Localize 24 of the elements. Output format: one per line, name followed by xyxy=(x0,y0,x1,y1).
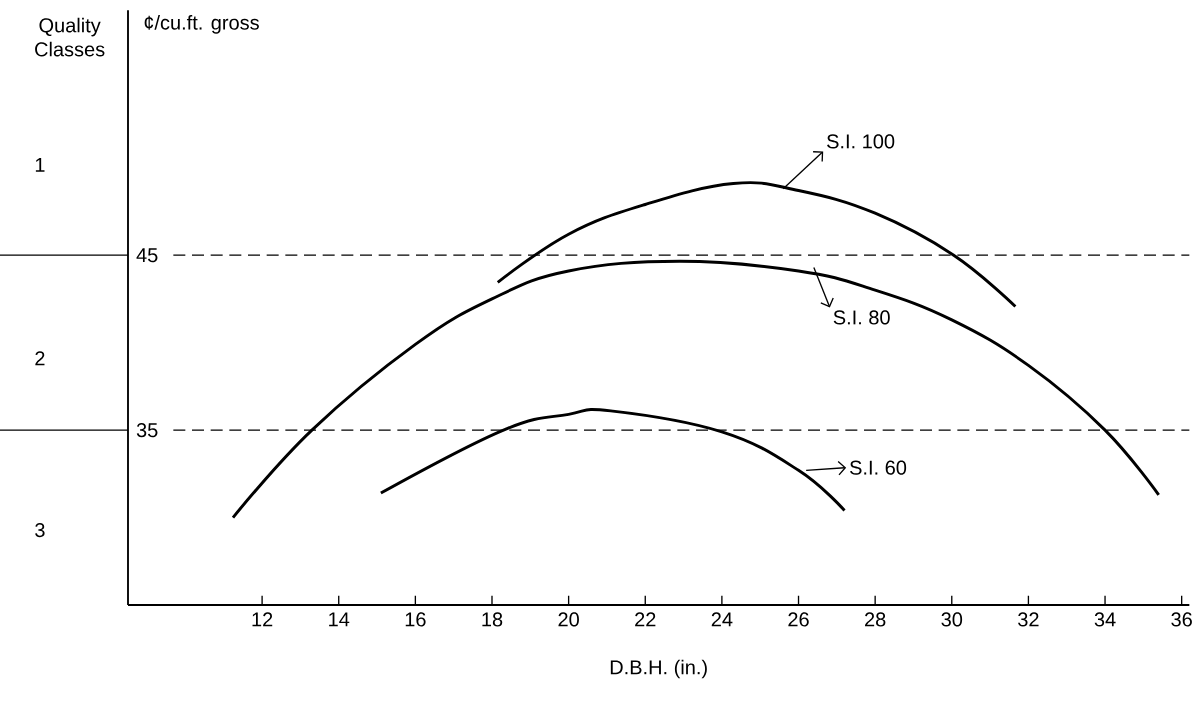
x-tick-label: 30 xyxy=(941,612,963,627)
text: 1 xyxy=(35,158,45,172)
y-tick-label: 45 xyxy=(136,248,158,263)
annotation: S.I. 100 xyxy=(827,134,895,149)
annotation: S.I. 80 xyxy=(833,310,890,325)
x-tick-label: 12 xyxy=(252,612,273,627)
x-tick-label: 36 xyxy=(1171,612,1192,627)
y-axis-title: ¢/cu.ft. gross xyxy=(144,15,259,34)
text: 2 xyxy=(35,351,45,366)
x-tick-label: 16 xyxy=(405,612,426,627)
x-tick-label: 32 xyxy=(1018,612,1039,627)
y-tick-label: 35 xyxy=(136,423,158,438)
x-axis-title: D.B.H. (in.) xyxy=(610,659,707,679)
x-tick-label: 18 xyxy=(482,612,503,627)
x-tick-label: 14 xyxy=(329,612,350,627)
x-tick-label: 20 xyxy=(558,612,579,627)
x-tick-label: 26 xyxy=(788,612,809,627)
text: Quality Classes xyxy=(35,17,105,57)
x-tick-label: 24 xyxy=(711,612,733,627)
text: 3 xyxy=(35,522,45,538)
annotation: S.I. 60 xyxy=(850,460,907,475)
x-tick-label: 34 xyxy=(1094,612,1116,627)
x-tick-label: 22 xyxy=(635,612,656,627)
x-tick-label: 28 xyxy=(865,612,886,627)
